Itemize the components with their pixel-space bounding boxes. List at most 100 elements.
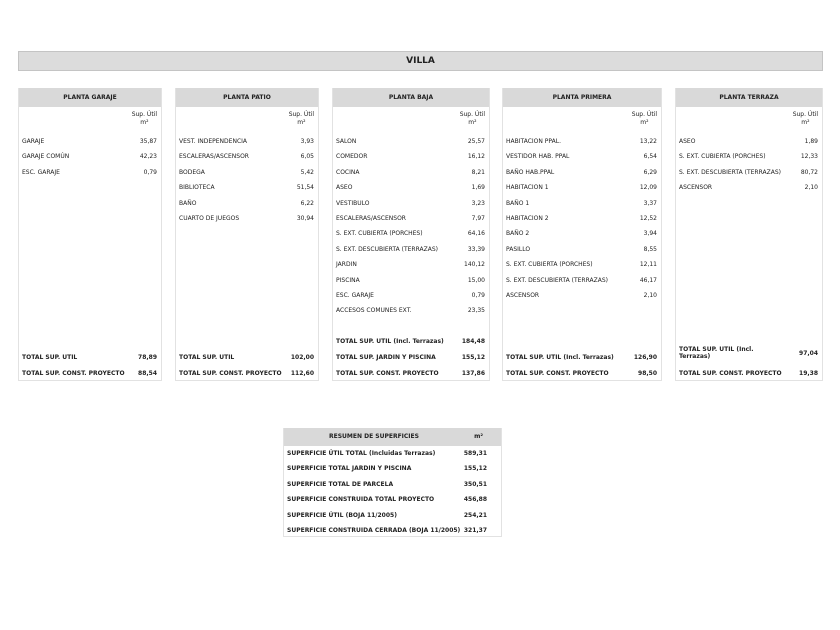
total-row: TOTAL SUP. UTIL 78,89	[22, 352, 157, 364]
table-row: ASEO 1,89	[679, 136, 818, 148]
total-row: TOTAL SUP. JARDIN Y PISCINA 155,12	[336, 352, 485, 364]
row-value: 42,23	[139, 153, 157, 161]
row-label: ASCENSOR	[679, 184, 713, 192]
row-label: CUARTO DE JUEGOS	[179, 215, 240, 222]
table-row: HABITACION PPAL. 13,22	[506, 136, 657, 148]
unit-label-line: Sup. Útil	[459, 111, 485, 118]
total-value: 102,00	[290, 354, 314, 361]
summary-row: SUPERFICIE ÚTIL (BOJA 11/2005) 254,21	[287, 510, 487, 522]
table-row: BAÑO 2 3,94	[506, 228, 657, 240]
row-label: COMEDOR	[336, 153, 368, 161]
row-label: VEST. INDEPENDENCIA	[179, 138, 248, 145]
total-value: 112,60	[290, 370, 314, 377]
row-label: ASEO	[336, 184, 353, 192]
row-label: ASEO	[679, 138, 696, 145]
row-value: 3,93	[300, 138, 314, 145]
row-value: 7,97	[471, 215, 485, 222]
row-label: S. EXT. CUBIERTA (PORCHES)	[506, 261, 593, 269]
row-label: VESTIBULO	[336, 199, 370, 207]
table-row: BAÑO 1 3,37	[506, 198, 657, 210]
table-row: ASCENSOR 2,10	[506, 290, 657, 302]
panel-header: PLANTA TERRAZA	[676, 88, 822, 107]
table-row: S. EXT. DESCUBIERTA (TERRAZAS) 80,72	[679, 167, 818, 179]
table-row: ESC. GARAJE 0,79	[336, 290, 485, 302]
total-value: 155,12	[461, 354, 485, 361]
total-value: 97,04	[799, 350, 818, 357]
summary-unit: m²	[474, 433, 483, 440]
summary-title: RESUMEN DE SUPERFICIES	[329, 433, 419, 440]
table-row: COCINA 8,21	[336, 167, 485, 179]
unit-label-line: Sup. Útil	[288, 111, 314, 118]
unit-label: Sup. Útil m²	[793, 111, 818, 127]
table-row: VESTIBULO 3,23	[336, 198, 485, 210]
unit-label-line: Sup. Útil	[131, 111, 157, 118]
total-row: TOTAL SUP. UTIL (Incl. Terrazas) 126,90	[506, 352, 657, 364]
row-value: 2,10	[804, 184, 818, 192]
total-row: TOTAL SUP. CONST. PROYECTO 88,54	[22, 368, 157, 380]
summary-row: SUPERFICIE TOTAL DE PARCELA 350,51	[287, 479, 487, 491]
summary-value: 254,21	[463, 511, 487, 519]
summary-row: SUPERFICIE TOTAL JARDIN Y PISCINA 155,12	[287, 463, 487, 475]
summary-row: SUPERFICIE ÚTIL TOTAL (Incluidas Terraza…	[287, 448, 487, 460]
table-row: ASCENSOR 2,10	[679, 182, 818, 194]
row-value: 12,33	[800, 153, 818, 161]
row-value: 0,79	[471, 292, 485, 299]
total-label: TOTAL SUP. UTIL (Incl. Terrazas)	[679, 346, 754, 360]
table-row: ESCALERAS/ASCENSOR 6,05	[179, 151, 314, 163]
row-label: VESTIDOR HAB. PPAL	[506, 153, 570, 161]
row-label: ESCALERAS/ASCENSOR	[179, 153, 249, 161]
table-row: S. EXT. DESCUBIERTA (TERRAZAS) 46,17	[506, 275, 657, 287]
unit-label-line: m²	[801, 119, 810, 126]
row-label: SALON	[336, 138, 357, 145]
summary-label: SUPERFICIE TOTAL DE PARCELA	[287, 480, 394, 488]
row-value: 6,05	[300, 153, 314, 161]
row-value: 30,94	[296, 215, 314, 222]
row-value: 1,69	[471, 184, 485, 192]
row-value: 23,35	[467, 307, 485, 315]
row-label: S. EXT. CUBIERTA (PORCHES)	[336, 230, 423, 238]
table-row: VEST. INDEPENDENCIA 3,93	[179, 136, 314, 148]
row-value: 1,89	[804, 138, 818, 145]
total-row: TOTAL SUP. UTIL 102,00	[179, 352, 314, 364]
panel-header: PLANTA GARAJE	[19, 88, 161, 107]
table-row: S. EXT. DESCUBIERTA (TERRAZAS) 33,39	[336, 244, 485, 256]
summary-value: 321,37	[463, 527, 487, 534]
total-value: 184,48	[461, 338, 485, 345]
row-label: ESCALERAS/ASCENSOR	[336, 215, 406, 222]
total-label: TOTAL SUP. CONST. PROYECTO	[336, 370, 439, 377]
row-label: HABITACION 1	[506, 184, 549, 192]
row-value: 2,10	[643, 292, 657, 299]
total-value: 98,50	[638, 370, 657, 377]
row-label: BAÑO 2	[506, 230, 530, 238]
row-value: 12,09	[639, 184, 657, 192]
table-row: GARAJE 35,87	[22, 136, 157, 148]
summary-row: SUPERFICIE CONSTRUIDA CERRADA (BOJA 11/2…	[287, 525, 487, 537]
summary-label: SUPERFICIE CONSTRUIDA CERRADA (BOJA 11/2…	[287, 527, 461, 534]
row-label: ASCENSOR	[506, 292, 540, 299]
row-value: 3,94	[643, 230, 657, 238]
row-value: 13,22	[639, 138, 657, 145]
table-row: CUARTO DE JUEGOS 30,94	[179, 213, 314, 225]
summary-value: 155,12	[463, 465, 487, 473]
row-value: 15,00	[467, 276, 485, 284]
table-row: ASEO 1,69	[336, 182, 485, 194]
row-label: JARDIN	[336, 261, 357, 269]
table-row: ESCALERAS/ASCENSOR 7,97	[336, 213, 485, 225]
row-value: 35,87	[139, 138, 157, 145]
summary-table: RESUMEN DE SUPERFICIES m² SUPERFICIE ÚTI…	[283, 428, 502, 537]
total-row: TOTAL SUP. UTIL (Incl. Terrazas) 97,04	[679, 346, 818, 360]
table-row: ESC. GARAJE 0,79	[22, 167, 157, 179]
table-row: BODEGA 5,42	[179, 167, 314, 179]
summary-value: 350,51	[463, 480, 487, 488]
unit-label-line: m²	[297, 119, 306, 126]
total-label: TOTAL SUP. CONST. PROYECTO	[179, 370, 282, 377]
panel-header: PLANTA PATIO	[176, 88, 318, 107]
floor-panel: PLANTA BAJA Sup. Útil m² SALON 25,57 COMEDOR 1…	[332, 88, 490, 381]
table-row: S. EXT. CUBIERTA (PORCHES) 12,11	[506, 259, 657, 271]
summary-label: SUPERFICIE ÚTIL TOTAL (Incluidas Terraza…	[287, 450, 436, 457]
row-label: S. EXT. DESCUBIERTA (TERRAZAS)	[336, 245, 438, 253]
row-value: 3,37	[643, 199, 657, 207]
total-label: TOTAL SUP. UTIL	[22, 354, 78, 361]
total-value: 88,54	[138, 370, 157, 377]
total-label: TOTAL SUP. JARDIN Y PISCINA	[336, 354, 436, 361]
